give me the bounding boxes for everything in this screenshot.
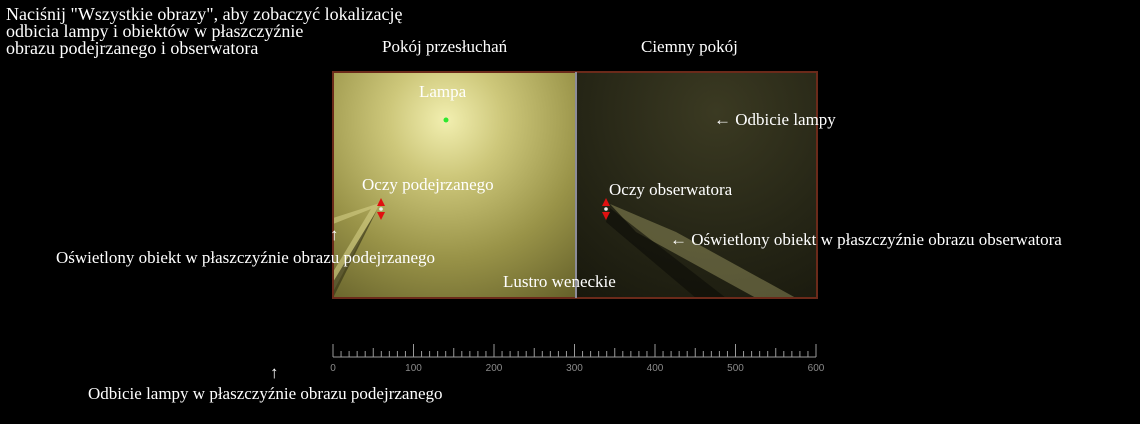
dark-room: [576, 72, 817, 298]
ruler-labels: 0 100 200 300 400 500 600: [330, 363, 825, 374]
ruler-tick-label: 200: [486, 363, 503, 374]
interrogation-room: [333, 72, 576, 298]
interrogation-room-title: Pokój przesłuchań: [382, 37, 508, 56]
up-arrow-suspect-object: ↑: [330, 225, 339, 244]
ruler-tick-label: 300: [566, 363, 583, 374]
lamp-reflection-suspect-plane-label: Odbicie lampy w płaszczyźnie obrazu pode…: [88, 384, 443, 403]
lamp-dot: [443, 117, 449, 123]
dark-room-title: Ciemny pokój: [641, 37, 738, 56]
lamp-label: Lampa: [419, 82, 467, 101]
lit-object-observer-plane-label: ← Oświetlony obiekt w płaszczyźnie obraz…: [670, 230, 1062, 249]
ruler-tick-label: 0: [330, 363, 336, 374]
ruler-tick-label: 600: [808, 363, 825, 374]
suspect-eyes-label: Oczy podejrzanego: [362, 175, 494, 194]
ruler: [332, 344, 817, 358]
observer-eyes-label: Oczy obserwatora: [609, 180, 733, 199]
suspect-eyes-marker[interactable]: [377, 198, 385, 220]
ruler-tick-label: 500: [727, 363, 744, 374]
mirror-label: Lustro weneckie: [503, 272, 616, 291]
observer-plane-light-beam: [610, 204, 796, 298]
ruler-tick-label: 400: [647, 363, 664, 374]
observer-eyes-marker[interactable]: [602, 198, 610, 220]
up-arrow-lamp-reflection: ↑: [270, 363, 279, 382]
lit-object-suspect-plane-label: Oświetlony obiekt w płaszczyźnie obrazu …: [56, 248, 436, 267]
instruction-text: Naciśnij "Wszystkie obrazy", aby zobaczy…: [6, 4, 403, 58]
lamp-reflection-label: ← Odbicie lampy: [714, 110, 836, 129]
ruler-tick-label: 100: [405, 363, 422, 374]
